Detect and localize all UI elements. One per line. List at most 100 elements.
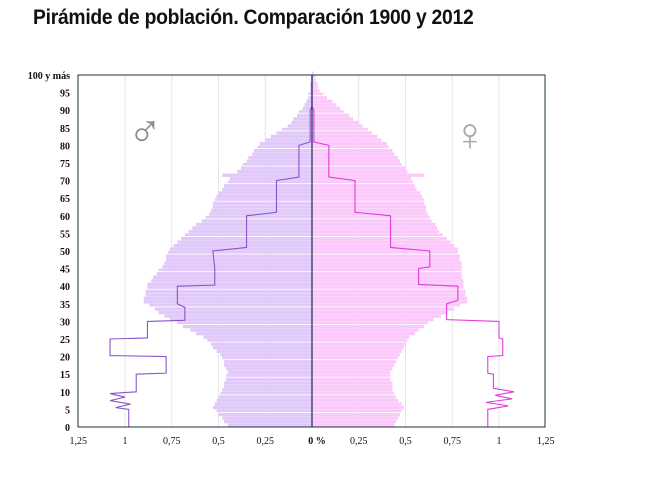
male_2012-bar <box>222 356 312 360</box>
female_2012-bar <box>312 134 378 139</box>
female_2012-bar <box>312 110 344 113</box>
female_2012-bar <box>312 99 333 104</box>
female_2012-bar <box>312 194 423 199</box>
female_2012-bar <box>312 215 430 219</box>
male_2012-bar <box>207 339 312 342</box>
male_2012-bar <box>222 187 312 192</box>
female_2012-bar <box>312 412 400 417</box>
female_2012-bar <box>312 240 451 244</box>
male_2012-bar <box>306 99 312 104</box>
female_2012-bar <box>312 117 354 121</box>
male_2012-bar <box>237 170 312 174</box>
male_2012-bar <box>308 92 312 96</box>
male_2012-bar <box>166 254 312 258</box>
female_2012-bar <box>312 145 389 149</box>
male_2012-bar <box>220 353 312 357</box>
female_2012-bar <box>312 370 391 375</box>
female_2012-bar <box>312 268 462 272</box>
y-tick-label: 65 <box>60 194 70 205</box>
female_2012-bar <box>312 367 393 371</box>
male_2012-bar <box>164 314 312 318</box>
y-tick-label: 80 <box>60 141 70 152</box>
female_2012-bar <box>312 222 436 227</box>
x-center-label: 0 % <box>308 436 326 447</box>
female_2012-bar <box>312 384 393 389</box>
male_2012-bar <box>224 384 312 389</box>
male_2012-bar <box>265 138 312 142</box>
female_2012-bar <box>312 233 443 237</box>
male_2012-bar <box>310 82 312 86</box>
female_2012-bar <box>312 113 350 118</box>
female_2012-bar <box>312 300 468 304</box>
y-tick-label: 90 <box>60 106 70 117</box>
y-tick-label: 95 <box>60 89 70 100</box>
male_2012-bar <box>205 215 312 219</box>
male_2012-bar <box>211 342 312 346</box>
male_2012-bar <box>169 247 312 251</box>
x-tick-label: 0,25 <box>350 436 368 447</box>
female_2012-bar <box>312 356 399 360</box>
male_2012-bar <box>212 201 312 206</box>
female_2012-bar <box>312 303 460 307</box>
male_1900-line <box>109 75 313 427</box>
male_2012-bar <box>147 286 312 289</box>
female_2012-bar <box>312 131 372 135</box>
male_2012-bar <box>282 127 312 131</box>
female_2012-bar <box>312 335 410 339</box>
male_2012-bar <box>211 208 312 213</box>
female_2012-bar <box>312 423 395 427</box>
male_2012-bar <box>310 89 312 93</box>
x-tick-label: 0,75 <box>163 436 181 447</box>
male_2012-bar <box>220 391 312 395</box>
female_2012-bar <box>312 103 337 107</box>
male_2012-bar <box>196 222 312 227</box>
female_2012-bar <box>312 163 402 166</box>
male_2012-bar <box>143 296 312 301</box>
male_2012-bar <box>145 293 312 297</box>
male_2012-bar <box>154 307 312 311</box>
female_2012-bar <box>312 201 425 206</box>
female_2012-bar <box>312 317 434 322</box>
female_2012-bar <box>312 272 462 276</box>
male_2012-bar <box>248 155 312 160</box>
male_2012-bar <box>222 416 312 420</box>
female_2012-bar <box>312 219 432 223</box>
female_2012-bar <box>312 416 399 420</box>
x-tick-label: 1 <box>497 436 502 447</box>
female_2012-bar <box>312 261 462 265</box>
female_2012-bar <box>312 409 402 413</box>
x-tick-label: 0,5 <box>399 436 412 447</box>
female_2012-bar <box>312 265 462 269</box>
male_2012-bar <box>227 180 312 184</box>
male_2012-bar <box>302 106 312 111</box>
female_2012-bar <box>312 166 406 170</box>
y-tick-label: 30 <box>60 317 70 328</box>
male_2012-bar <box>297 113 312 118</box>
female_2012-bar <box>312 402 402 406</box>
male_2012-bar <box>173 243 312 248</box>
y-tick-label: 85 <box>60 124 70 135</box>
female_2012-bar <box>312 360 397 364</box>
y-tick-label: 25 <box>60 335 70 346</box>
female_2012-bar <box>312 141 387 146</box>
male_2012-bar <box>224 184 312 188</box>
x-tick-label: 0,5 <box>212 436 225 447</box>
female_2012-bar <box>312 82 318 86</box>
female_2012-bar <box>312 152 395 156</box>
female_2012-bar <box>312 138 382 142</box>
female_1900-line <box>311 75 515 427</box>
male_2012-bar <box>310 85 312 89</box>
male_2012-bar <box>222 173 312 177</box>
female_2012-bar <box>312 419 397 424</box>
female_2012-bar <box>312 173 425 177</box>
female_2012-bar <box>312 307 455 311</box>
male_2012-bar <box>224 381 312 385</box>
male_2012-bar <box>147 282 312 287</box>
male_2012-bar <box>216 349 312 353</box>
female_2012-bar <box>312 120 359 125</box>
y-tick-label: 75 <box>60 159 70 170</box>
male_2012-bar <box>212 205 312 209</box>
x-tick-label: 1,25 <box>70 436 88 447</box>
male_2012-bar <box>298 110 312 113</box>
